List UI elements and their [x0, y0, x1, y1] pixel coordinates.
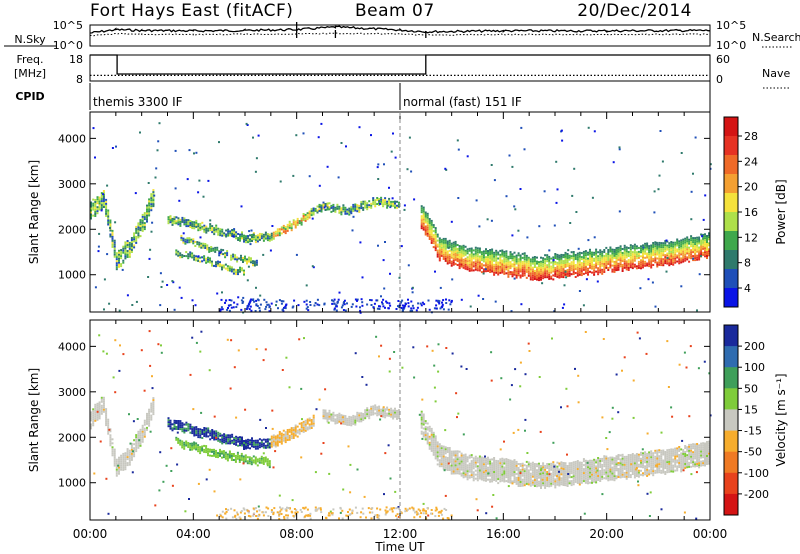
- power-colorbar-label: 12: [744, 231, 758, 244]
- x-axis-label: Time UT: [374, 540, 425, 554]
- power-colorbar-label: 8: [744, 257, 751, 270]
- x-tick-label: 12:00: [383, 527, 418, 541]
- power-colorbar-label: 4: [744, 282, 751, 295]
- power-ytick-label: 3000: [58, 178, 86, 191]
- velocity-colorbar-seg: [724, 367, 738, 389]
- power-ytick-label: 4000: [58, 132, 86, 145]
- cpid-entry: themis 3300 IF: [93, 95, 183, 109]
- velocity-colorbar-seg: [724, 325, 738, 347]
- freq-right-tick: 0: [716, 73, 723, 86]
- power-colorbar-label: 16: [744, 206, 758, 219]
- chart-title: Fort Hays East (fitACF): [90, 1, 294, 21]
- velocity-ytick-label: 2000: [58, 431, 86, 444]
- power-colorbar-label: 20: [744, 181, 758, 194]
- noise-right-tick: 10^0: [716, 39, 746, 52]
- power-colorbar-label: 24: [744, 155, 758, 168]
- freq-left-label: Freq.: [16, 53, 43, 66]
- velocity-colorbar-seg: [724, 451, 738, 474]
- velocity-cells: [90, 330, 712, 520]
- power-colorbar-seg: [724, 288, 738, 308]
- noise-right-tick: 10^5: [716, 19, 746, 32]
- velocity-colorbar-label: -100: [744, 467, 769, 480]
- velocity-colorbar-title: Velocity [m s⁻¹]: [774, 373, 788, 466]
- power-colorbar-seg: [724, 117, 738, 137]
- noise-left-tick: 10^0: [53, 39, 83, 52]
- freq-right-tick: 60: [716, 53, 730, 66]
- cpid-entry: normal (fast) 151 IF: [403, 95, 522, 109]
- power-colorbar-seg: [724, 231, 738, 251]
- power-colorbar-seg: [724, 250, 738, 270]
- freq-right-label: Nave: [762, 67, 790, 80]
- power-ytick-label: 1000: [58, 269, 86, 282]
- power-ytick-label: 2000: [58, 223, 86, 236]
- power-ylabel: Slant Range [km]: [27, 160, 41, 264]
- power-colorbar-seg: [724, 269, 738, 289]
- power-cells: [90, 122, 712, 314]
- velocity-colorbar-seg: [724, 388, 738, 410]
- x-tick-label: 00:00: [693, 527, 728, 541]
- x-tick-label: 08:00: [279, 527, 314, 541]
- velocity-colorbar-label: 200: [744, 340, 765, 353]
- x-tick-label: 04:00: [176, 527, 211, 541]
- velocity-colorbar-label: -15: [744, 425, 762, 438]
- power-colorbar-seg: [724, 155, 738, 175]
- noise-series-0: [89, 25, 711, 34]
- velocity-colorbar-frame: [723, 324, 739, 516]
- velocity-ytick-label: 1000: [58, 477, 86, 490]
- velocity-colorbar-seg: [724, 472, 738, 495]
- noise-right-label: N.Search: [752, 31, 800, 44]
- power-colorbar-seg: [724, 193, 738, 213]
- beam-label: Beam 07: [355, 1, 435, 21]
- velocity-colorbar-seg: [724, 409, 738, 431]
- cpid-label: CPID: [15, 90, 44, 103]
- power-colorbar-seg: [724, 136, 738, 156]
- velocity-ytick-label: 4000: [58, 340, 86, 353]
- velocity-colorbar-label: 15: [744, 403, 758, 416]
- power-colorbar-seg: [724, 174, 738, 194]
- x-tick-label: 20:00: [589, 527, 624, 541]
- noise-series-1: [89, 32, 711, 37]
- freq-left-tick: 18: [69, 53, 83, 66]
- noise-panel-frame: [89, 24, 711, 47]
- noise-left-label: N.Sky: [14, 33, 46, 46]
- velocity-colorbar-label: -50: [744, 446, 762, 459]
- freq-left-tick: 8: [76, 73, 83, 86]
- power-colorbar-label: 28: [744, 130, 758, 143]
- velocity-colorbar-seg: [724, 346, 738, 368]
- date-label: 20/Dec/2014: [577, 1, 692, 21]
- x-tick-label: 00:00: [73, 527, 108, 541]
- velocity-ylabel: Slant Range [km]: [27, 368, 41, 472]
- velocity-ytick-label: 3000: [58, 386, 86, 399]
- x-tick-label: 16:00: [486, 527, 521, 541]
- freq-series-0: [90, 54, 710, 75]
- velocity-colorbar-label: 50: [744, 382, 758, 395]
- freq-panel-frame: [89, 54, 711, 82]
- noise-left-tick: 10^5: [53, 19, 83, 32]
- velocity-colorbar-seg: [724, 493, 738, 516]
- velocity-colorbar-label: -200: [744, 488, 769, 501]
- power-colorbar-title: Power [dB]: [774, 179, 788, 244]
- freq-left-unit: [MHz]: [14, 67, 46, 80]
- power-colorbar-seg: [724, 212, 738, 232]
- velocity-colorbar-label: 100: [744, 361, 765, 374]
- velocity-colorbar-seg: [724, 430, 738, 453]
